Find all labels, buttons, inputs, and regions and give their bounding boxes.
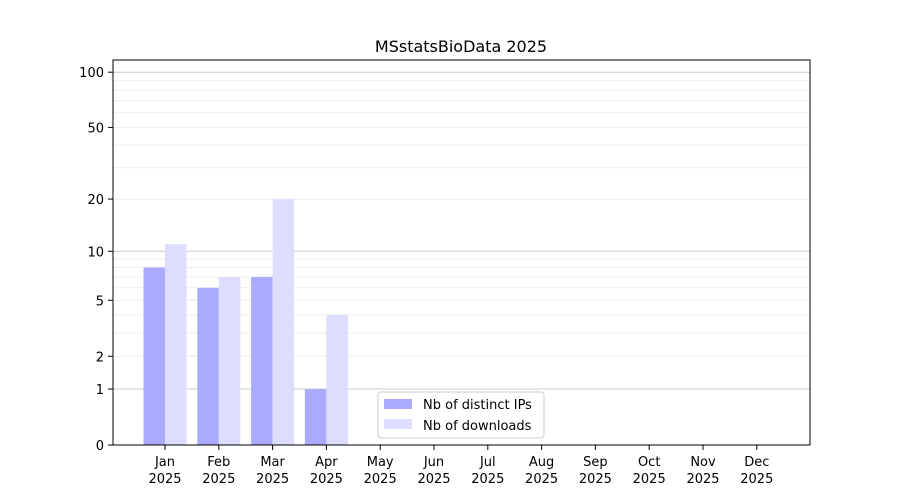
x-tick-label: Feb 2025 (202, 455, 235, 487)
chart-title: MSstatsBioData 2025 (375, 37, 547, 56)
x-tick-label: Oct 2025 (633, 455, 666, 487)
x-tick-label: Aug 2025 (525, 455, 558, 487)
y-tick-label: 50 (87, 121, 104, 136)
legend-label-ips: Nb of distinct IPs (423, 398, 532, 413)
x-tick-label: Jul 2025 (471, 455, 504, 487)
bar-downloads (272, 199, 295, 445)
bar-ips (251, 277, 273, 445)
bar-ips (197, 287, 219, 445)
legend-label-downloads: Nb of downloads (423, 419, 532, 434)
bar-downloads (218, 277, 241, 445)
y-tick-label: 5 (96, 294, 104, 309)
y-tick-label: 0 (96, 439, 104, 454)
plot-frame (112, 59, 811, 446)
legend-swatch-ips (384, 399, 412, 409)
x-tick-label: Jan 2025 (148, 455, 181, 487)
x-tick-label: Nov 2025 (686, 455, 719, 487)
x-tick-label: Apr 2025 (310, 455, 343, 487)
x-tick-label: Sep 2025 (579, 455, 612, 487)
y-tick-label: 10 (87, 245, 104, 260)
legend-box (377, 391, 545, 439)
legend: Nb of distinct IPs Nb of downloads (377, 391, 545, 439)
y-tick-label: 100 (79, 66, 104, 81)
bar-ips (143, 267, 165, 445)
bar-ips (304, 389, 327, 445)
bar-downloads (326, 314, 348, 445)
bar-downloads (165, 244, 187, 445)
y-tick-label: 1 (96, 383, 104, 398)
x-tick-label: Jun 2025 (417, 455, 450, 487)
legend-swatch-downloads (384, 419, 412, 429)
y-tick-label: 2 (96, 350, 104, 365)
x-tick-label: Dec 2025 (740, 455, 773, 487)
x-tick-label: Mar 2025 (256, 455, 289, 487)
x-tick-label: May 2025 (364, 455, 397, 487)
y-tick-label: 20 (87, 193, 104, 208)
